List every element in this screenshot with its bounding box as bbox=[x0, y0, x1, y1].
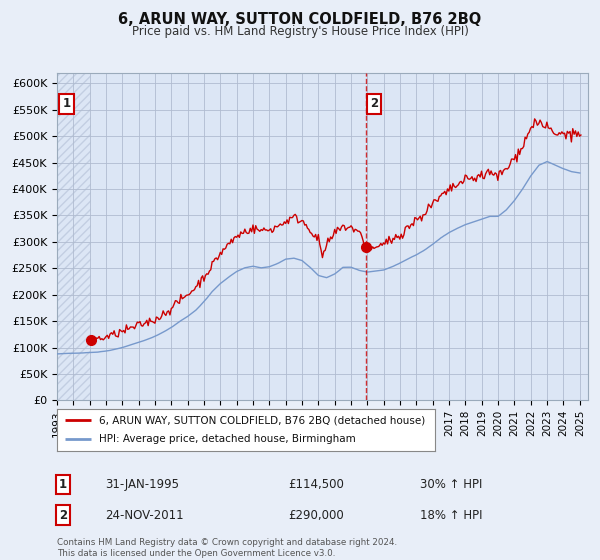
Text: 24-NOV-2011: 24-NOV-2011 bbox=[105, 508, 184, 522]
Text: 2: 2 bbox=[370, 97, 378, 110]
Text: £290,000: £290,000 bbox=[288, 508, 344, 522]
Text: 31-JAN-1995: 31-JAN-1995 bbox=[105, 478, 179, 491]
Text: 6, ARUN WAY, SUTTON COLDFIELD, B76 2BQ: 6, ARUN WAY, SUTTON COLDFIELD, B76 2BQ bbox=[118, 12, 482, 27]
Text: 18% ↑ HPI: 18% ↑ HPI bbox=[420, 508, 482, 522]
Text: 6, ARUN WAY, SUTTON COLDFIELD, B76 2BQ (detached house): 6, ARUN WAY, SUTTON COLDFIELD, B76 2BQ (… bbox=[98, 415, 425, 425]
Text: HPI: Average price, detached house, Birmingham: HPI: Average price, detached house, Birm… bbox=[98, 435, 355, 445]
Text: 1: 1 bbox=[59, 478, 67, 491]
Bar bbox=[57, 73, 91, 400]
Text: Price paid vs. HM Land Registry's House Price Index (HPI): Price paid vs. HM Land Registry's House … bbox=[131, 25, 469, 38]
Text: 30% ↑ HPI: 30% ↑ HPI bbox=[420, 478, 482, 491]
Text: 2: 2 bbox=[59, 508, 67, 522]
Text: £114,500: £114,500 bbox=[288, 478, 344, 491]
Text: 1: 1 bbox=[63, 97, 71, 110]
Text: Contains HM Land Registry data © Crown copyright and database right 2024.
This d: Contains HM Land Registry data © Crown c… bbox=[57, 538, 397, 558]
